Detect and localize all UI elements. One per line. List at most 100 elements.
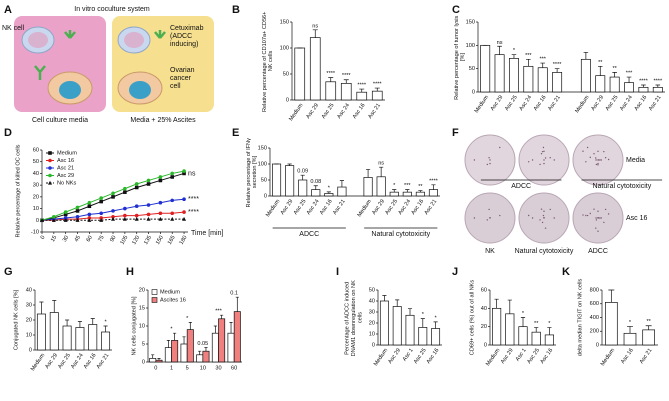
x-tick-label: Asc 1	[515, 348, 528, 363]
x-tick-label: Asc 29	[500, 348, 515, 365]
marker	[158, 178, 163, 183]
y-tick-label: 0	[36, 218, 39, 224]
stain-dot	[599, 217, 601, 219]
bar	[642, 329, 655, 346]
bar	[88, 324, 98, 351]
y-tick-label: 150	[258, 145, 267, 151]
x-tick-label: Asc 21	[424, 199, 439, 216]
bar	[376, 176, 386, 197]
marker	[170, 171, 175, 176]
stain-dot	[604, 157, 607, 159]
marker	[122, 216, 127, 221]
stain-dot	[539, 219, 541, 221]
y-axis-label: Relative percentage of CD107a+ CD56+ NK …	[262, 10, 274, 112]
stain-dot	[595, 217, 597, 219]
significance: **	[646, 319, 651, 325]
bar	[392, 306, 402, 346]
bar	[325, 81, 337, 101]
x-tick-label: Asc 16	[352, 103, 367, 120]
y-tick-label: 30	[369, 309, 375, 315]
significance: ****	[429, 178, 439, 184]
marker	[52, 214, 56, 219]
error-bar	[220, 314, 224, 319]
legend-label: Asc 16	[57, 158, 74, 164]
x-tick-label: 60	[86, 235, 94, 243]
marker	[170, 175, 175, 179]
stain-dot	[527, 214, 530, 217]
panel-letter: G	[4, 266, 13, 278]
y-axis-label: Relative percentage of killed OC cells	[15, 144, 21, 237]
y-tick-label: 50	[33, 159, 39, 165]
legend-label: No NKs	[57, 180, 76, 186]
bar	[609, 76, 620, 93]
significance: ****	[373, 82, 383, 88]
error-bar	[392, 189, 397, 193]
stain-dot	[549, 157, 551, 159]
panel-a: A In vitro coculture system NK cell Cetu…	[2, 4, 214, 124]
x-tick-label: Asc 21	[547, 95, 562, 112]
x-tick-label: Asc 25	[321, 103, 336, 120]
y-tick-label: 100	[280, 45, 289, 51]
bar	[652, 86, 663, 93]
x-tick-label: Asc 29	[280, 199, 295, 216]
stain-dot	[549, 208, 551, 211]
y-axis-label: Relative percentage of IFNγ secretion [%…	[246, 137, 258, 208]
bar	[494, 54, 505, 93]
column-label: ADCC	[588, 248, 608, 255]
label: Media + 25% Ascites	[130, 117, 196, 124]
marker	[63, 218, 68, 222]
legend-label: Medium	[57, 150, 77, 156]
panel-letter: F	[452, 127, 459, 139]
stain-dot	[473, 217, 476, 219]
bar	[285, 165, 295, 197]
marker	[48, 166, 52, 170]
stain-dot	[597, 150, 599, 153]
bar	[624, 82, 634, 93]
x-tick-label: 1	[170, 365, 173, 371]
stain-dot	[541, 150, 544, 153]
y-axis-label: Relative percentage of tumor lysis [%]	[454, 14, 466, 100]
bar	[480, 44, 491, 93]
x-axis-label: Time [min]	[191, 230, 223, 237]
label: Cell culture media	[32, 117, 88, 124]
y-tick-label: 10	[369, 331, 375, 337]
error-bar	[166, 340, 170, 348]
marker	[87, 218, 92, 222]
error-bar	[497, 45, 502, 55]
bar	[294, 47, 306, 101]
bar	[623, 332, 637, 346]
legend-label: Asc 21	[57, 165, 74, 171]
error-bar	[382, 295, 387, 301]
marker	[134, 213, 139, 218]
error-bar	[374, 87, 380, 92]
x-tick-label: Medium	[574, 94, 591, 114]
y-tick-label: 30	[33, 183, 39, 189]
marker	[170, 216, 175, 221]
marker	[158, 216, 163, 221]
y-tick-label: 30	[26, 302, 32, 308]
y-axis-label: NK cells conjugated [%]	[131, 296, 137, 356]
error-bar	[182, 336, 186, 344]
bar	[211, 332, 219, 363]
panel-letter: H	[126, 266, 134, 278]
error-bar	[597, 65, 603, 76]
stain-dot	[599, 159, 601, 161]
error-bar	[339, 180, 345, 188]
error-bar	[645, 325, 652, 330]
bar	[431, 328, 441, 346]
error-bar	[343, 79, 349, 84]
x-tick-label: Asc 21	[639, 348, 654, 365]
marker	[40, 218, 44, 222]
marker	[75, 205, 80, 210]
legend-label: Asc 29	[57, 173, 74, 179]
bar	[638, 86, 649, 93]
significance: ***	[525, 53, 532, 59]
marker	[123, 206, 127, 211]
significance: ***	[404, 183, 411, 189]
legend-swatch	[151, 297, 158, 303]
stain-dot	[553, 217, 555, 219]
panel-letter: E	[232, 127, 239, 139]
error-bar	[534, 327, 539, 333]
stain-dot	[544, 227, 547, 229]
stain-dot	[488, 208, 490, 211]
